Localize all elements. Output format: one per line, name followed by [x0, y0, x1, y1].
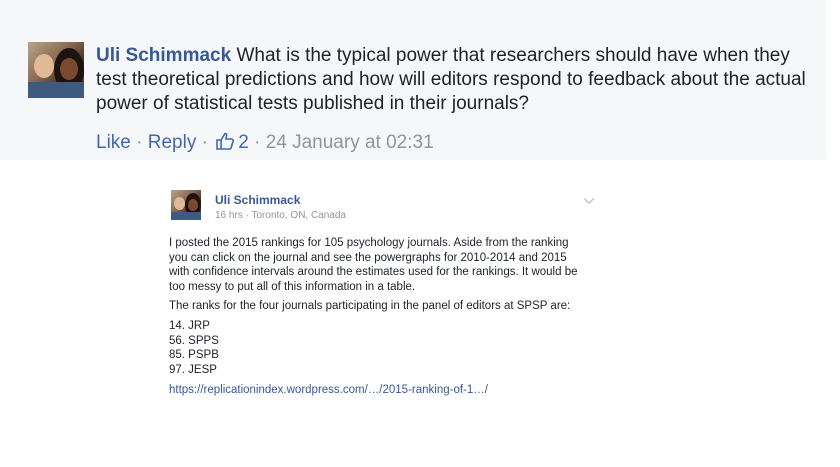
- rank-item: 97. JESP: [169, 363, 217, 376]
- post-link[interactable]: https://replicationindex.wordpress.com/……: [169, 384, 488, 397]
- comment-author-link[interactable]: Uli Schimmack: [96, 45, 232, 66]
- comment-text: Uli Schimmack What is the typical power …: [96, 44, 816, 116]
- comment-actions: Like · Reply · 2 · 24 January at 02:31: [96, 131, 434, 154]
- post-paragraph: The ranks for the four journals particip…: [169, 300, 571, 313]
- rank-item: 85. PSPB: [169, 349, 219, 362]
- separator: ·: [130, 132, 148, 153]
- avatar[interactable]: [28, 42, 84, 98]
- post-paragraph: I posted the 2015 rankings for 105 psych…: [169, 237, 578, 293]
- comment-timestamp[interactable]: 24 January at 02:31: [265, 132, 434, 153]
- rank-list: 14. JRP 56. SPPS 85. PSPB 97. JESP: [169, 319, 589, 377]
- reply-link[interactable]: Reply: [147, 132, 197, 153]
- like-count[interactable]: 2: [238, 132, 249, 153]
- comment-body: What is the typical power that researche…: [96, 45, 806, 114]
- thumbs-up-icon[interactable]: [215, 131, 235, 151]
- comment: Uli Schimmack What is the typical power …: [0, 0, 826, 160]
- chevron-down-icon[interactable]: [583, 192, 595, 210]
- like-link[interactable]: Like: [96, 132, 131, 153]
- post-body: I posted the 2015 rankings for 105 psych…: [169, 236, 589, 398]
- post-author-link[interactable]: Uli Schimmack: [215, 193, 301, 207]
- rank-item: 56. SPPS: [169, 334, 219, 347]
- post-meta: 16 hrs · Toronto, ON, Canada: [215, 210, 346, 221]
- rank-item: 14. JRP: [169, 319, 210, 332]
- separator: ·: [196, 132, 214, 153]
- post: Uli Schimmack 16 hrs · Toronto, ON, Cana…: [155, 180, 615, 467]
- post-avatar[interactable]: [171, 190, 201, 220]
- separator: ·: [248, 132, 266, 153]
